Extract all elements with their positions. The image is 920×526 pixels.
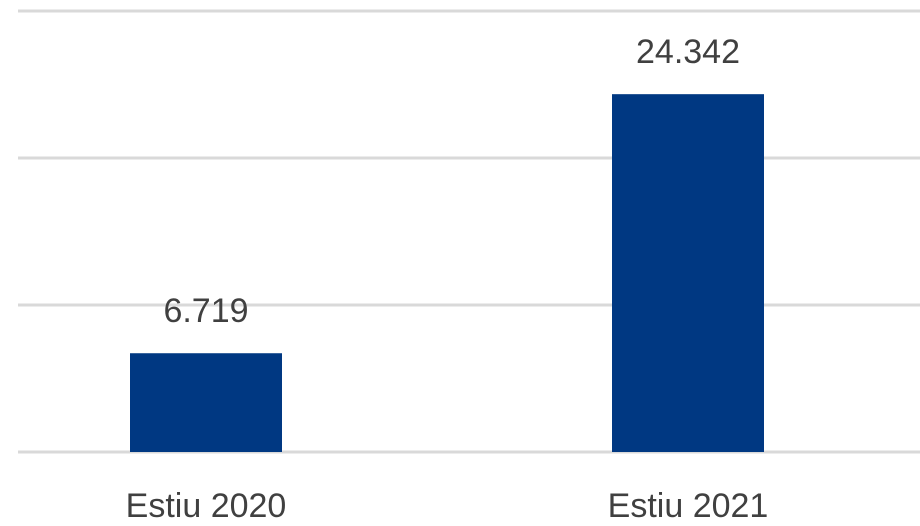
bar — [612, 94, 764, 452]
data-label: 6.719 — [163, 292, 248, 330]
x-tick-label: Estiu 2021 — [608, 487, 769, 525]
x-tick-label: Estiu 2020 — [126, 487, 287, 525]
data-label: 24.342 — [636, 33, 740, 71]
bar — [130, 353, 282, 452]
